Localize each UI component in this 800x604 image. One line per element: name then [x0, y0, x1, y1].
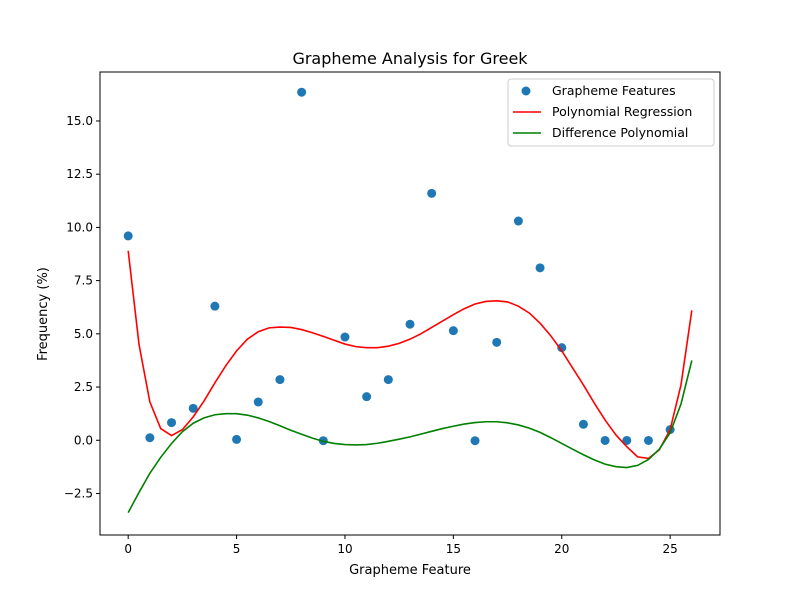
scatter-point [232, 434, 242, 444]
scatter-point [297, 87, 307, 97]
scatter-point [470, 436, 480, 446]
y-tick-label: 10.0 [66, 220, 93, 234]
legend: Grapheme Features Polynomial Regression Di… [507, 78, 715, 147]
x-tick-label: 20 [554, 542, 569, 556]
scatter-point [643, 435, 653, 445]
scatter-point [600, 435, 610, 445]
scatter-point [513, 216, 523, 226]
scatter-point [340, 332, 350, 342]
scatter-point [123, 231, 133, 241]
scatter-point [427, 188, 437, 198]
series-line-1 [127, 250, 693, 460]
y-tick-label: −2.5 [64, 486, 93, 500]
x-axis-ticks: 0 5 10 15 20 25 [124, 535, 678, 556]
scatter-point [557, 343, 567, 353]
legend-label: Polynomial Regression [552, 104, 692, 119]
scatter-point [535, 263, 545, 273]
legend-label: Difference Polynomial [552, 125, 688, 140]
scatter-point [188, 403, 198, 413]
x-tick-label: 5 [233, 542, 241, 556]
scatter-point [578, 419, 588, 429]
y-tick-label: 5.0 [74, 327, 93, 341]
legend-marker [521, 86, 531, 96]
scatter-point [448, 326, 458, 336]
y-axis-ticks: −2.5 0.0 2.5 5.0 7.5 10.0 12.5 15.0 [64, 114, 100, 500]
scatter-point [145, 433, 155, 443]
y-tick-label: 7.5 [74, 274, 93, 288]
series-line-2 [127, 360, 693, 514]
scatter-point [253, 397, 263, 407]
scatter-point [492, 337, 502, 347]
scatter-point [405, 319, 415, 329]
x-tick-label: 10 [337, 542, 352, 556]
plot-area [123, 87, 693, 514]
y-tick-label: 12.5 [66, 167, 93, 181]
y-axis-label: Frequency (%) [36, 267, 51, 361]
y-tick-label: 2.5 [74, 380, 93, 394]
x-tick-label: 25 [662, 542, 677, 556]
x-tick-label: 0 [124, 542, 132, 556]
scatter-point [275, 375, 285, 385]
scatter-point [167, 418, 177, 428]
chart-title: Grapheme Analysis for Greek [292, 49, 528, 68]
plot-frame [99, 71, 721, 536]
x-tick-label: 15 [446, 542, 461, 556]
x-axis-label: Grapheme Feature [349, 563, 471, 578]
scatter-point [362, 392, 372, 402]
legend-label: Grapheme Features [552, 83, 676, 98]
y-tick-label: 0.0 [74, 433, 93, 447]
scatter-point [383, 375, 393, 385]
y-tick-label: 15.0 [66, 114, 93, 128]
scatter-point [210, 301, 220, 311]
scatter-point [622, 435, 632, 445]
legend-box [507, 78, 715, 147]
